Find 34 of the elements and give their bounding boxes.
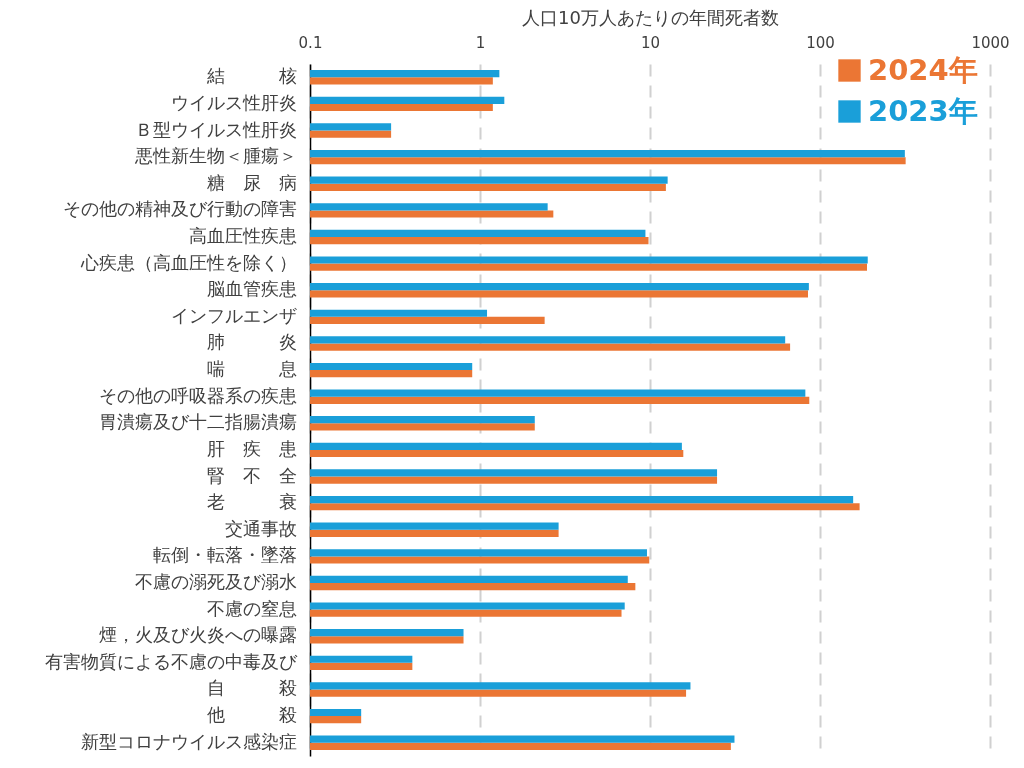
y-tick-label: 転倒・転落・墜落: [152, 544, 297, 566]
y-tick-label: 胃潰瘍及び十二指腸潰瘍: [98, 411, 297, 433]
y-tick-label: 心疾患（高血圧性を除く）: [79, 251, 297, 273]
y-tick-label: その他の精神及び行動の障害: [62, 198, 297, 220]
y-tick-label: 肺 炎: [206, 331, 297, 353]
y-tick-label: 高血圧性疾患: [188, 225, 297, 246]
y-tick-label: 悪性新生物＜腫瘍＞: [133, 145, 297, 167]
y-tick-label: 腎 不 全: [206, 464, 297, 486]
y-tick-label: 肝 疾 患: [206, 437, 297, 459]
y-tick-label: 脳血管疾患: [206, 278, 297, 300]
x-tick-label: 1000: [971, 33, 1010, 52]
y-tick-label: その他の呼吸器系の疾患: [98, 384, 297, 406]
y-tick-label: ウイルス性肝炎: [170, 91, 297, 113]
y-tick-label: 煙，火及び火炎への曝露: [98, 624, 297, 646]
y-tick-label: 新型コロナウイルス感染症: [80, 730, 297, 752]
legend-label: 2024年: [868, 52, 978, 87]
legend-label: 2023年: [868, 93, 978, 128]
x-tick-label: 10: [640, 33, 661, 52]
x-tick-label: 1: [475, 33, 486, 52]
y-tick-label: 自 殺: [206, 677, 297, 699]
y-tick-label: 他 殺: [206, 704, 297, 726]
y-tick-label: 結 核: [205, 65, 297, 87]
x-axis-title: 人口10万人あたりの年間死者数: [522, 6, 779, 28]
y-tick-label: Ｂ型ウイルス性肝炎: [134, 118, 297, 140]
y-tick-label: 交通事故: [224, 517, 297, 539]
y-tick-label: 不慮の溺死及び溺水: [134, 571, 297, 592]
y-tick-label: 糖 尿 病: [206, 171, 297, 193]
x-tick-label: 100: [806, 33, 835, 52]
y-tick-label: 有害物質による不慮の中毒及び: [44, 650, 298, 672]
y-tick-label: 老 衰: [206, 491, 297, 513]
y-tick-label: 喘 息: [206, 358, 297, 380]
y-tick-label: 不慮の窒息: [206, 597, 297, 619]
y-tick-label: インフルエンザ: [170, 304, 297, 326]
x-tick-label: 0.1: [298, 33, 323, 52]
